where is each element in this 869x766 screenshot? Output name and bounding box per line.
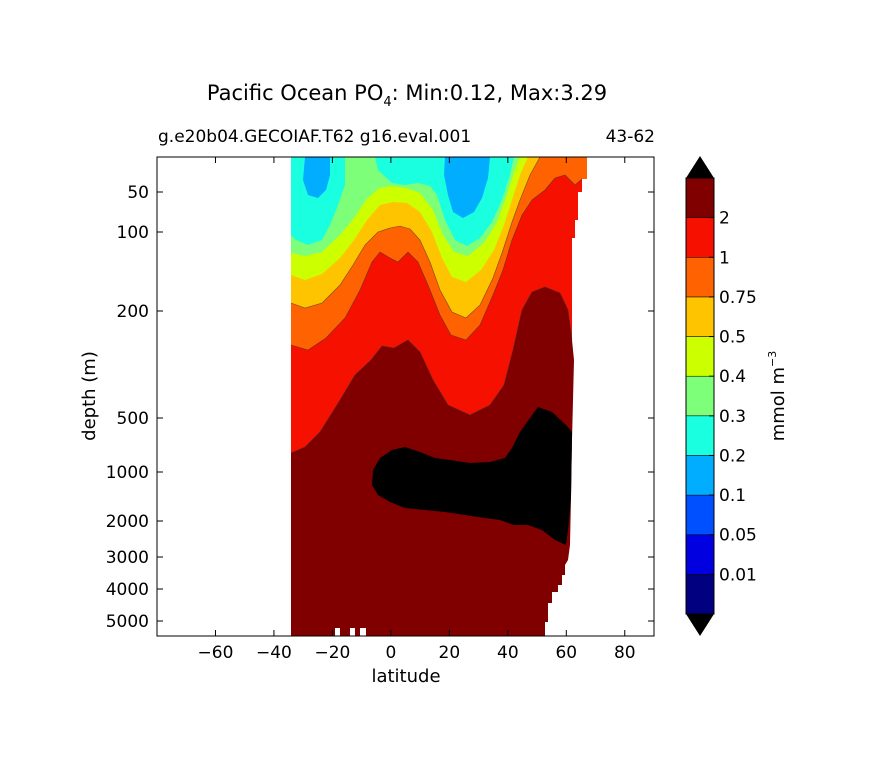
colorbar-tick-label: 0.2	[719, 446, 746, 466]
bottom-notch-3	[360, 628, 366, 636]
chart-title-suffix: : Min:0.12, Max:3.29	[392, 81, 607, 105]
y-tick-label: 100	[117, 223, 149, 243]
colorbar: 0.01 0.05 0.1 0.2 0.3 0.4 0.5 0.75 1 2	[685, 156, 757, 636]
y-tick-label: 500	[117, 409, 149, 429]
colorbar-segment	[685, 415, 715, 456]
y-tick-label: 200	[117, 302, 149, 322]
colorbar-tick-label: 0.5	[719, 328, 746, 348]
y-axis: 50 100 200 500 1000 2000 3000 4000 5000	[106, 183, 654, 632]
y-tick-label: 50	[127, 183, 149, 203]
colorbar-frame	[685, 177, 715, 615]
contour-fill-area	[290, 157, 587, 636]
x-tick-label: 0	[385, 643, 396, 663]
x-tick-label: −60	[198, 643, 234, 663]
chart-subtitle-right: 43-62	[606, 127, 655, 147]
colorbar-tick-label: 0.01	[719, 565, 757, 585]
chart-title-main: Pacific Ocean PO	[207, 81, 383, 105]
colorbar-tick-label: 0.1	[719, 486, 746, 506]
bottom-notch-2	[350, 628, 355, 636]
contour-band-01-02-left	[303, 157, 330, 198]
x-tick-label: 60	[555, 643, 577, 663]
contour-max-region	[372, 407, 572, 545]
colorbar-segment	[685, 574, 715, 615]
colorbar-label: mmol m−3	[766, 351, 789, 442]
colorbar-tick-label: 2	[719, 209, 730, 229]
colorbar-segment	[685, 336, 715, 377]
x-tick-label: 80	[614, 643, 636, 663]
colorbar-tick-label: 0.4	[719, 367, 746, 387]
colorbar-over-arrow	[686, 156, 714, 178]
chart-title: Pacific Ocean PO4: Min:0.12, Max:3.29	[207, 81, 607, 110]
y-axis-label: depth (m)	[79, 351, 100, 441]
x-axis-label: latitude	[371, 666, 440, 687]
colorbar-segment	[685, 177, 715, 218]
contour-lines	[290, 157, 583, 454]
x-axis: −60 −40 −20 0 20 40 60 80	[198, 157, 636, 663]
y-tick-label: 5000	[106, 612, 149, 632]
colorbar-segment	[685, 296, 715, 337]
x-tick-label: 40	[497, 643, 519, 663]
colorbar-tick-label: 0.05	[719, 526, 757, 546]
colorbar-tick-label: 1	[719, 248, 730, 268]
colorbar-tick-label: 0.75	[719, 288, 757, 308]
colorbar-label-main: mmol m	[768, 367, 789, 441]
y-tick-label: 4000	[106, 580, 149, 600]
bottom-notch-1	[335, 628, 340, 636]
chart-subtitle-left: g.e20b04.GECOIAF.T62 g16.eval.001	[158, 127, 471, 147]
x-tick-label: −40	[256, 643, 292, 663]
x-tick-label: 20	[439, 643, 461, 663]
x-tick-label: −20	[314, 643, 350, 663]
colorbar-segment	[685, 217, 715, 258]
plot-frame	[156, 156, 655, 637]
y-tick-label: 2000	[106, 512, 149, 532]
colorbar-segment	[685, 375, 715, 417]
colorbar-segment	[685, 257, 715, 298]
colorbar-segment	[685, 494, 715, 535]
contour-band-01-02-right	[444, 157, 490, 218]
colorbar-label-sup: −3	[766, 351, 779, 367]
colorbar-tick-label: 0.3	[719, 407, 746, 427]
colorbar-segment	[685, 534, 715, 575]
y-tick-label: 1000	[106, 463, 149, 483]
colorbar-segment	[685, 455, 715, 496]
chart-title-subscript: 4	[383, 95, 391, 110]
y-tick-label: 3000	[106, 548, 149, 568]
colorbar-under-arrow	[686, 614, 714, 636]
